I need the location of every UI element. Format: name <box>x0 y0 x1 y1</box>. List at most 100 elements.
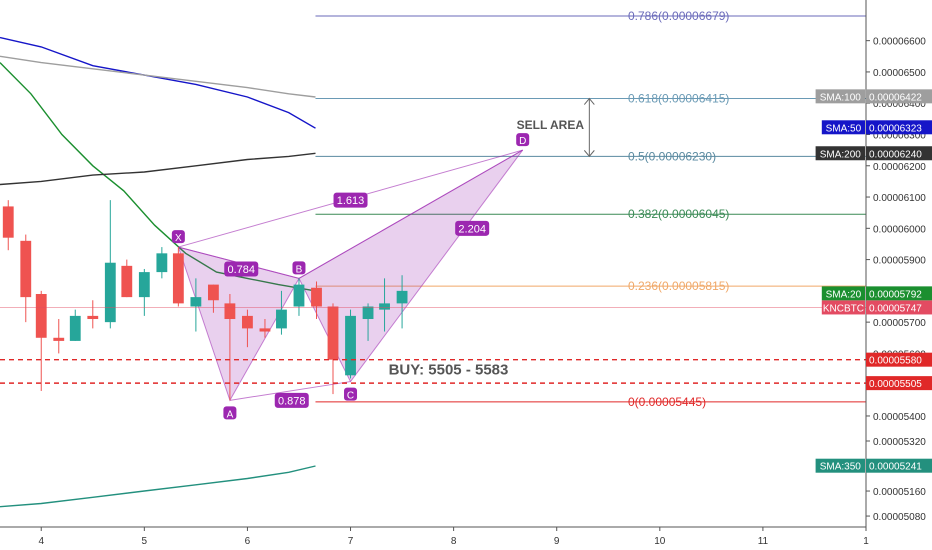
price-badge-KNCBTC-value: 0.00005747 <box>869 303 922 314</box>
y-tick-label: 0.00005700 <box>873 318 926 329</box>
pattern-ratio-label: 2.204 <box>458 223 486 235</box>
candle <box>2 200 14 251</box>
ma-badge-name: SMA:50 <box>826 123 862 134</box>
candle-body <box>259 328 271 332</box>
price-badge-buy-high: 0.00005580 <box>866 352 932 367</box>
ma-badge-value: 0.00006240 <box>869 149 922 160</box>
candle-body <box>207 284 219 301</box>
candle-body <box>156 253 168 273</box>
pattern-point-badge <box>292 261 306 275</box>
candle <box>293 278 305 316</box>
candle <box>138 268 150 316</box>
candle-body <box>345 315 356 376</box>
fib-level-label: 0(0.00005445) <box>628 395 706 409</box>
sell-annotation: SELL AREA <box>517 118 585 132</box>
fib-level-label: 0.5(0.00006230) <box>628 149 716 163</box>
candle-body <box>327 306 339 360</box>
candle <box>172 247 184 307</box>
candle <box>345 309 356 379</box>
candle-body <box>293 284 305 307</box>
fib-level-label: 0.382(0.00006045) <box>628 207 729 221</box>
candle <box>156 247 168 279</box>
pattern-point-label: D <box>519 136 526 147</box>
x-tick-label: 11 <box>758 536 769 547</box>
x-tick-label: 4 <box>38 536 44 547</box>
y-tick-label: 0.00006500 <box>873 68 926 79</box>
ma-badge-name-bg <box>821 286 865 301</box>
candle-body <box>35 293 47 338</box>
pattern-line-bd <box>298 149 523 279</box>
ma-badge: 0.00005241 SMA:350 <box>815 458 932 473</box>
y-tick-label: 0.00005900 <box>873 256 926 267</box>
y-tick-label: 0.00005400 <box>873 412 926 423</box>
y-tick-label: 0.00006400 <box>873 99 926 110</box>
price-badge-KNCBTC-name-bg <box>821 300 865 315</box>
ma-badge-value: 0.00006422 <box>869 92 922 103</box>
ma-badge-value-bg <box>866 89 932 104</box>
ma-badge-value-bg <box>866 286 932 301</box>
candle <box>379 278 390 332</box>
y-tick-label: 0.00006100 <box>873 193 926 204</box>
candle <box>362 303 374 341</box>
candle-body <box>224 303 236 320</box>
pattern-point-label: A <box>227 409 234 420</box>
candle <box>121 259 133 298</box>
ma-badge-value-bg <box>866 146 932 161</box>
ma-badge-name: SMA:100 <box>820 92 862 103</box>
pattern-ratio-badge <box>224 261 259 277</box>
pattern-point-label: C <box>347 391 354 402</box>
candle-body <box>172 253 184 304</box>
candle-body <box>311 287 322 307</box>
y-tick-label: 0.00005320 <box>873 437 926 448</box>
candle-body <box>104 262 116 323</box>
pattern-point-badge <box>171 230 185 244</box>
candle-body <box>69 315 81 341</box>
pattern-point-label: X <box>175 233 182 244</box>
price-badge-KNCBTC-name: KNCBTC <box>823 303 864 314</box>
ma-line-0 <box>0 62 316 292</box>
candle <box>20 234 32 323</box>
pattern-ratio-badge <box>274 392 309 408</box>
pattern-point-badge <box>223 406 237 420</box>
candle-body <box>190 297 202 307</box>
pattern-ratio-badge <box>455 220 490 236</box>
moving-average-layer <box>0 36 316 508</box>
candles-layer <box>2 200 408 401</box>
pattern-ratio-label: 1.613 <box>337 195 365 207</box>
y-tick-label: 0.00005160 <box>873 487 926 498</box>
candle-body <box>396 290 408 304</box>
fib-level-label: 0.618(0.00006415) <box>628 92 729 106</box>
ma-line-4 <box>0 465 316 508</box>
candle <box>207 284 219 313</box>
candle <box>35 290 47 391</box>
candle-body <box>53 337 65 341</box>
sell-area-arrow-head-down <box>583 150 595 158</box>
candle-body <box>138 272 150 298</box>
y-tick-label: 0.00005080 <box>873 512 926 523</box>
candle-body <box>87 315 99 320</box>
ma-badge-name: SMA:350 <box>820 462 862 473</box>
price-badge-buy-high-value-bg <box>866 352 932 367</box>
pattern-point-badge <box>344 387 358 401</box>
price-lines-layer <box>0 306 866 384</box>
pattern-point-badge <box>516 133 530 147</box>
ma-badge-name: SMA:20 <box>826 289 862 300</box>
price-badge-buy-high-value: 0.00005580 <box>869 356 922 367</box>
pattern-line-ac <box>229 381 351 401</box>
ma-badge: 0.00006422 SMA:100 <box>815 89 932 104</box>
buy-annotation: BUY: 5505 - 5583 <box>389 362 509 379</box>
ma-badge: 0.00006240 SMA:200 <box>815 146 932 161</box>
pattern-ratio-label: 0.878 <box>278 395 306 407</box>
ma-badge-name-bg <box>815 146 865 161</box>
x-tick-label: 9 <box>554 536 560 547</box>
candle-body <box>276 309 287 329</box>
annotations-layer: BUY: 5505 - 5583 SELL AREA <box>389 97 595 379</box>
y-tick-label: 0.00006300 <box>873 130 926 141</box>
candle-body <box>2 206 14 238</box>
ma-line-3 <box>0 152 316 186</box>
x-tick-label: 10 <box>654 536 666 547</box>
ma-badge-value-bg <box>866 120 932 135</box>
fib-level-label: 0.236(0.00005815) <box>628 279 729 293</box>
candle <box>242 309 253 348</box>
pattern-point-label: B <box>296 264 303 275</box>
